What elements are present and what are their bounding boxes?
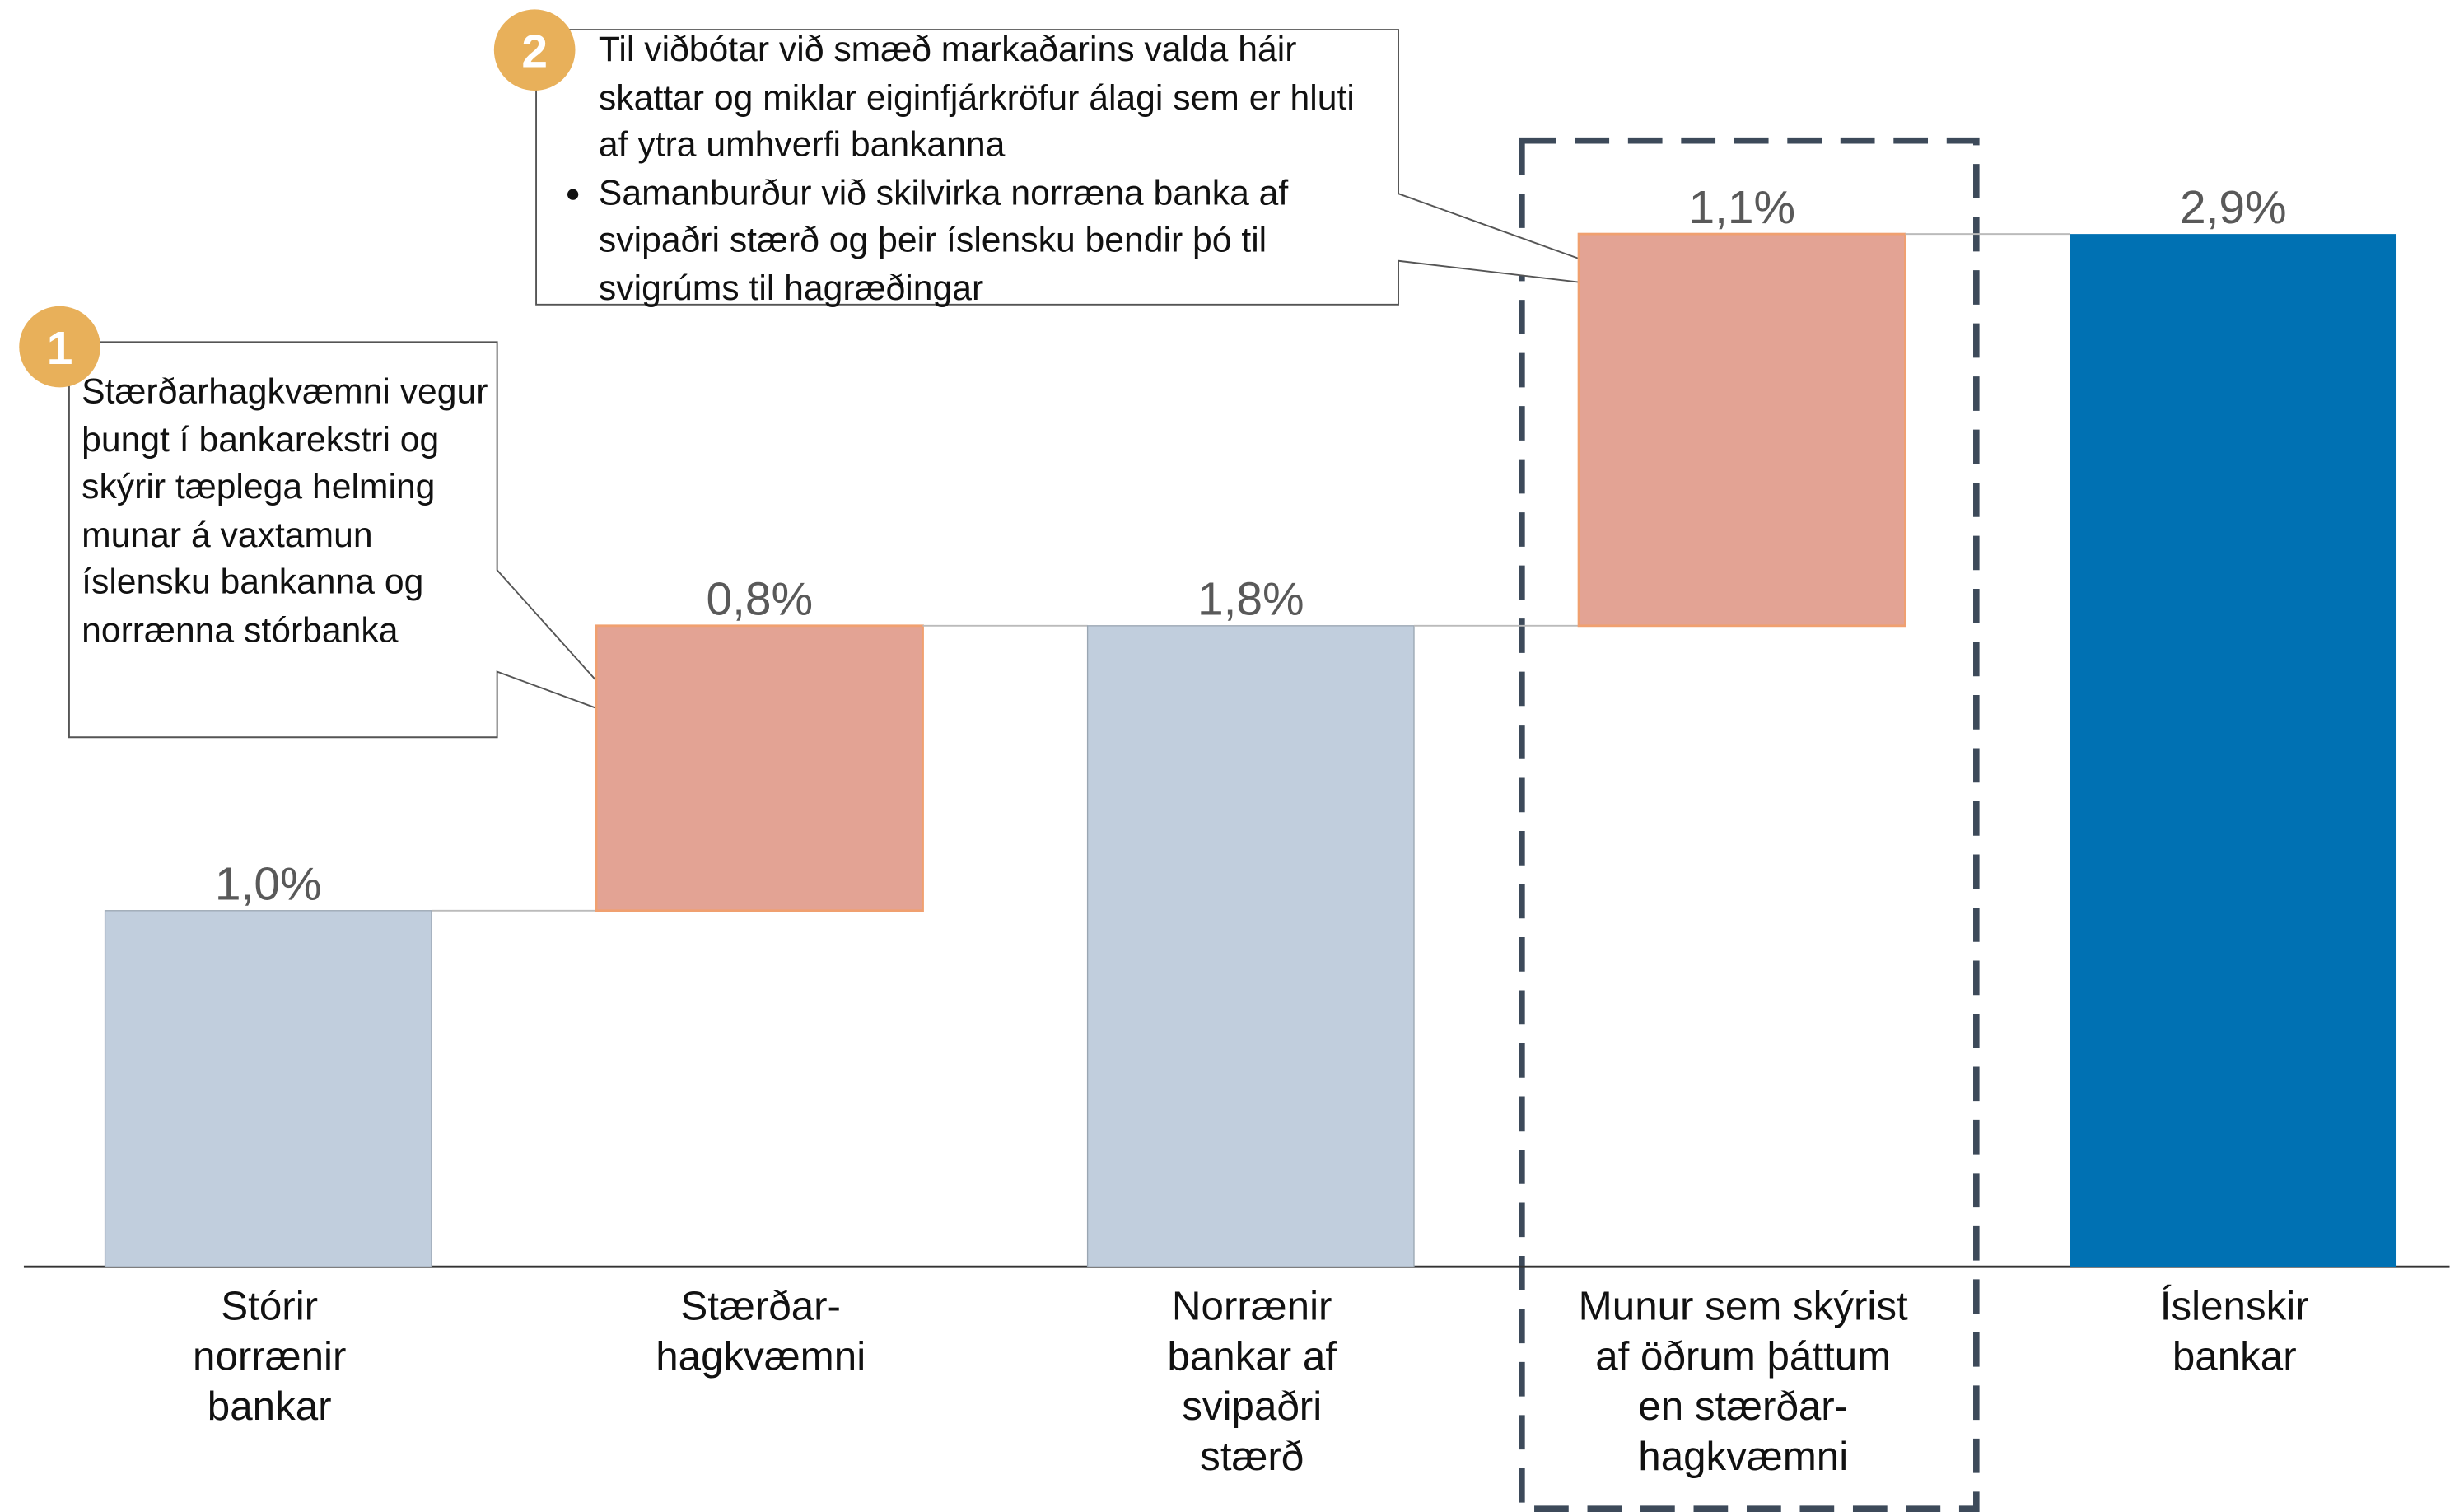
x-tick-label: Íslenskir bankar xyxy=(2159,1282,2309,1379)
text-box: Munur sem skýrist af öðrum þáttum en stæ… xyxy=(1578,1282,1908,1480)
bar xyxy=(2070,234,2397,1267)
text-box: Stærðarhagkvæmni vegur þungt í bankareks… xyxy=(82,369,491,655)
callout-list: Samanburður við skilvirka norræna banka … xyxy=(548,170,1392,313)
callout-paragraph: Til viðbótar við smæð markaðarins valda … xyxy=(598,30,1355,165)
bar xyxy=(104,910,432,1267)
text-box: Stærðar- hagkvæmni xyxy=(656,1282,866,1379)
highlight-box xyxy=(1519,137,1980,1512)
badge-number: 1 xyxy=(47,322,73,375)
callout-text: Stærðarhagkvæmni vegur þungt í bankareks… xyxy=(82,369,491,655)
badge-number: 2 xyxy=(521,26,548,78)
bar xyxy=(1086,625,1415,1267)
badge xyxy=(493,9,576,91)
callout-paragraph: Stærðarhagkvæmni vegur þungt í bankareks… xyxy=(82,371,488,650)
value-label: 1,1% xyxy=(1688,181,1795,234)
callout-text: Til viðbótar við smæð markaðarins valda … xyxy=(548,26,1392,312)
bar xyxy=(1577,232,1906,628)
text-box: Stórir norrænir bankar xyxy=(193,1282,347,1430)
value-label: 1,0% xyxy=(215,857,322,910)
callout-box xyxy=(535,29,1677,306)
text-box: Til viðbótar við smæð markaðarins valda … xyxy=(548,26,1392,401)
value-label: 0,8% xyxy=(706,573,813,626)
callout-bullet: Samanburður við skilvirka norræna banka … xyxy=(599,170,1393,313)
value-label: 1,8% xyxy=(1197,573,1304,626)
text-box: Íslenskir bankar xyxy=(2159,1282,2309,1379)
callout-box xyxy=(68,341,634,739)
x-tick-label: Stærðar- hagkvæmni xyxy=(656,1282,866,1379)
x-tick-label: Norrænir bankar af svipaðri stærð xyxy=(1167,1282,1337,1480)
x-tick-label: Munur sem skýrist af öðrum þáttum en stæ… xyxy=(1578,1282,1908,1480)
value-label: 2,9% xyxy=(2180,181,2287,234)
bar xyxy=(595,624,924,912)
x-tick-label: Stórir norrænir bankar xyxy=(193,1282,347,1430)
badge xyxy=(19,306,100,388)
text-box: Norrænir bankar af svipaðri stærð xyxy=(1167,1282,1337,1480)
